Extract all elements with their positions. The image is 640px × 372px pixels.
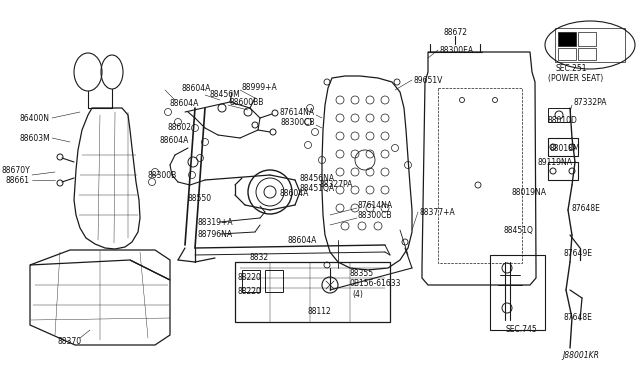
Text: 88672: 88672 [443,28,467,36]
Bar [578,48,596,60]
Text: 88451Q: 88451Q [504,225,534,234]
Text: 0B156-61633: 0B156-61633 [350,279,401,289]
Bar [548,162,578,180]
Text: 88661: 88661 [6,176,30,185]
Text: 88220: 88220 [237,288,261,296]
Text: 88451QA: 88451QA [300,183,335,192]
Text: 88600BB: 88600BB [230,97,264,106]
Text: 87648E: 87648E [564,314,593,323]
Text: 88670Y: 88670Y [1,166,30,174]
Bar [548,138,578,156]
Text: 88010D: 88010D [547,115,577,125]
Text: 88019NA: 88019NA [512,187,547,196]
Text: 88370: 88370 [58,337,82,346]
Text: (4): (4) [352,289,363,298]
Text: 88300B: 88300B [148,170,177,180]
Text: 88018M: 88018M [550,144,580,153]
Bar [548,108,570,122]
Text: 88300CB: 88300CB [280,118,315,126]
Text: 88796NA: 88796NA [198,230,233,238]
Text: 88604A: 88604A [160,135,189,144]
Text: 88550: 88550 [188,193,212,202]
Text: 87649E: 87649E [564,248,593,257]
Text: 87332PA: 87332PA [574,97,607,106]
Text: SEC.251: SEC.251 [556,64,588,73]
Text: 8832: 8832 [250,253,269,263]
Text: 88604A: 88604A [170,99,200,108]
Bar [555,28,625,62]
Text: 89119NA: 89119NA [537,157,572,167]
Bar [235,262,390,322]
Text: 88604A: 88604A [280,189,309,198]
Text: 87648E: 87648E [572,203,601,212]
Text: SEC.745: SEC.745 [506,326,538,334]
Text: 88377+A: 88377+A [420,208,456,217]
Text: 87614NA: 87614NA [358,201,393,209]
Text: 89651V: 89651V [414,76,444,84]
Bar [578,32,596,46]
Text: 88604A: 88604A [182,83,211,93]
Text: (POWER SEAT): (POWER SEAT) [548,74,604,83]
Text: 88300EA: 88300EA [440,45,474,55]
Text: 87614NA: 87614NA [280,108,315,116]
Text: 88319+A: 88319+A [198,218,234,227]
Text: J88001KR: J88001KR [562,350,599,359]
Text: 88603M: 88603M [19,134,50,142]
Bar [438,88,522,263]
Text: 88327PA: 88327PA [320,180,353,189]
Text: 88999+A: 88999+A [242,83,278,92]
Text: 88602: 88602 [168,122,192,131]
Text: 88112: 88112 [308,308,332,317]
Bar [558,48,576,60]
Text: 88355: 88355 [350,269,374,279]
Text: 88456M: 88456M [210,90,241,99]
Bar [490,255,545,330]
Text: 88300CB: 88300CB [358,211,392,219]
Bar [242,270,260,292]
Bar [558,32,576,46]
Text: 88604A: 88604A [288,235,317,244]
Bar [265,270,283,292]
Text: 86400N: 86400N [20,113,50,122]
Text: 88220: 88220 [237,273,261,282]
Text: 88456NA: 88456NA [300,173,335,183]
